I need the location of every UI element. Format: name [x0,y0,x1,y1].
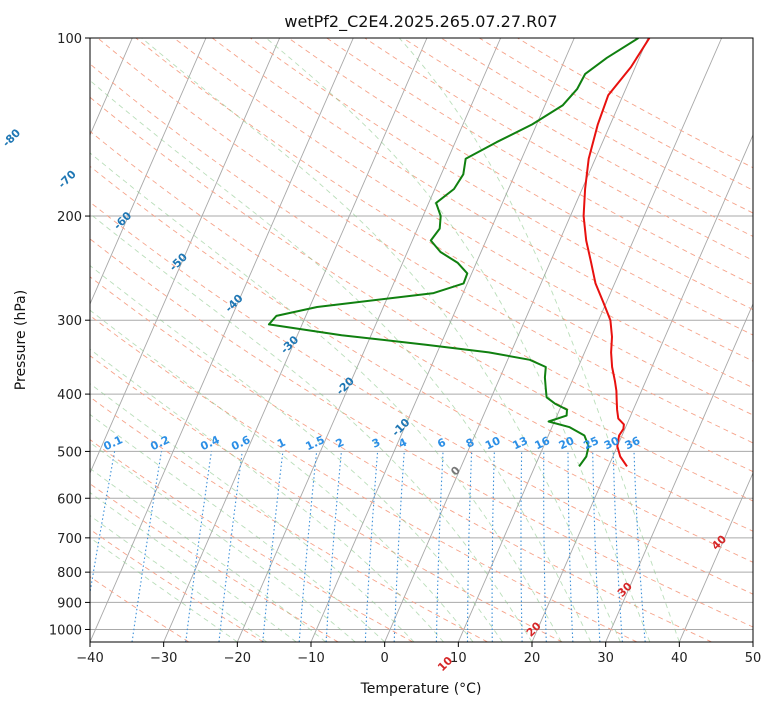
isotherm-line [236,38,502,642]
dry-adiabat [90,439,414,642]
dry-adiabat [90,355,563,642]
mixing-ratio-line [185,451,213,642]
isotherm-line [90,38,354,642]
x-axis-label: Temperature (°C) [360,681,482,697]
isotherm-line [90,38,281,475]
moist-adiabats [90,38,680,642]
moist-adiabat [265,38,651,642]
dry-adiabat [90,276,712,642]
mixing-ratio-lines [90,451,646,642]
skewed-isotherms [90,38,753,642]
isotherm-line [90,38,207,306]
mixing-ratio-label: 36 [623,434,643,452]
mixing-ratio-labels: 0.1 0.2 0.4 0.6 1 1.5 2 3 4 6 8 10 13 16 20 25 30 36 [102,433,643,453]
x-tick-label: −10 [297,651,324,666]
moist-adiabat [90,537,238,642]
dry-adiabat [249,38,753,336]
dry-adiabat [90,483,339,642]
chart-title: wetPf2_C2E4.2025.265.07.27.R07 [284,12,557,32]
y-tick-label: 400 [57,388,82,403]
isotherm-line [605,302,753,642]
mixing-ratio-line [262,451,284,642]
isotherm-line [457,38,723,642]
mixing-ratio-label: 10 [483,434,503,452]
dry-adiabat [90,201,753,595]
dry-adiabat [97,38,753,444]
x-tick-label: 30 [597,651,614,666]
x-tick-label: 40 [671,651,688,666]
x-tick-label: 0 [381,651,389,666]
mixing-ratio-label: 20 [557,434,577,452]
y-tick-label: 500 [57,445,82,460]
sounding-profiles [267,38,651,467]
mixing-ratio-label: 25 [582,434,601,452]
dewpoint-profile-line [267,38,639,467]
y-axis-ticks: 1000 900 800 700 600 500 400 300 200 100 [49,32,90,638]
x-tick-label: −30 [150,651,177,666]
mixing-ratio-label: 16 [533,434,553,452]
dry-adiabat [90,165,753,563]
dry-adiabat [90,96,753,502]
moist-adiabat [90,348,444,642]
isotherm-line [531,133,753,642]
moist-adiabat [141,38,621,642]
dry-adiabat [173,38,753,389]
isotherm-line [384,38,649,642]
dry-adiabat [90,238,753,628]
mixing-ratio-line [218,451,243,642]
moist-adiabat [90,79,592,642]
moist-adiabat [90,152,562,642]
temperature-profile-line [582,38,651,467]
moist-adiabat [90,413,386,642]
y-tick-label: 200 [57,210,82,225]
y-tick-label: 900 [57,596,82,611]
isotherm-line [310,38,575,642]
isotherm-line [678,471,753,642]
x-tick-label: −40 [76,651,103,666]
plot-frame [89,37,754,643]
plot-background [90,38,753,642]
dry-adiabat [90,396,488,642]
x-tick-label: −20 [224,651,251,666]
y-tick-label: 1000 [49,623,82,638]
y-tick-label: 100 [57,32,82,47]
y-tick-label: 300 [57,314,82,329]
moist-adiabat [90,213,533,642]
y-tick-label: 600 [57,492,82,507]
moist-adiabat [90,309,474,642]
mixing-ratio-label: 13 [511,434,530,452]
moist-adiabat [90,441,356,642]
x-tick-label: 10 [450,651,467,666]
moist-adiabat [90,265,503,642]
moist-adiabat [398,38,680,642]
isotherm-line [163,38,428,642]
x-tick-label: 50 [745,651,762,666]
y-axis-label: Pressure (hPa) [13,290,29,390]
x-axis-ticks: −40 −30 −20 −10 0 10 20 30 40 50 [76,642,761,666]
mixing-ratio-line [131,451,163,642]
y-tick-label: 800 [57,566,82,581]
x-tick-label: 20 [524,651,541,666]
y-tick-label: 700 [57,532,82,547]
dry-adiabats [90,38,753,642]
mixing-ratio-label: 30 [602,434,622,452]
